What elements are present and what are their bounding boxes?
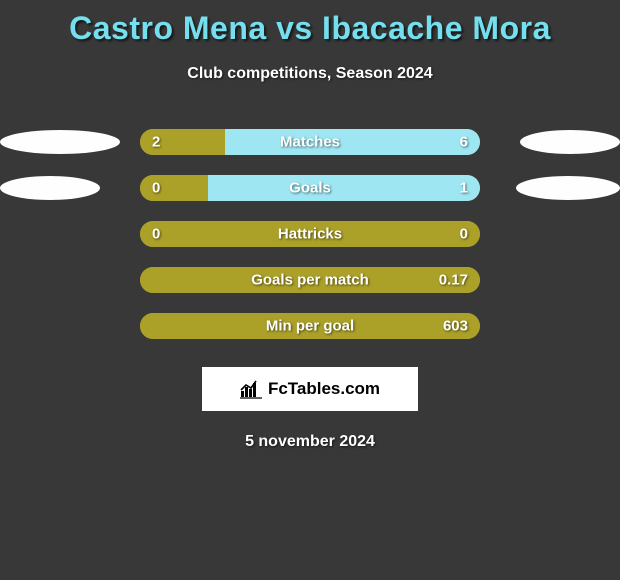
stat-value-left: 0 (152, 180, 160, 197)
player-left-icon (0, 176, 100, 200)
stat-value-right: 0 (460, 226, 468, 243)
player-right-icon (516, 176, 620, 200)
page-title: Castro Mena vs Ibacache Mora (0, 0, 620, 47)
stat-value-right: 1 (460, 180, 468, 197)
stat-value-left: 2 (152, 134, 160, 151)
bar-right-segment (225, 129, 480, 155)
page-subtitle: Club competitions, Season 2024 (0, 65, 620, 83)
bar-track: Goals per match 0.17 (140, 267, 480, 293)
stat-row: 2 Matches 6 (0, 119, 620, 165)
stat-value-left: 0 (152, 226, 160, 243)
bar-track: 0 Goals 1 (140, 175, 480, 201)
stat-value-right: 0.17 (439, 272, 468, 289)
comparison-rows: 2 Matches 6 0 Goals 1 0 Hattricks 0 (0, 119, 620, 349)
player-left-icon (0, 130, 120, 154)
stat-label: Matches (280, 134, 340, 151)
player-right-icon (520, 130, 620, 154)
date-label: 5 november 2024 (0, 433, 620, 451)
stat-label: Goals (289, 180, 331, 197)
stat-label: Goals per match (251, 272, 369, 289)
chart-bars-icon (240, 379, 262, 399)
stat-row: 0 Hattricks 0 (0, 211, 620, 257)
stat-label: Min per goal (266, 318, 354, 335)
stat-value-right: 603 (443, 318, 468, 335)
stat-row: Goals per match 0.17 (0, 257, 620, 303)
bar-right-segment (208, 175, 480, 201)
bar-track: 0 Hattricks 0 (140, 221, 480, 247)
stat-value-right: 6 (460, 134, 468, 151)
stat-row: Min per goal 603 (0, 303, 620, 349)
brand-box: FcTables.com (202, 367, 418, 411)
stat-label: Hattricks (278, 226, 342, 243)
stat-row: 0 Goals 1 (0, 165, 620, 211)
bar-track: Min per goal 603 (140, 313, 480, 339)
brand-label: FcTables.com (268, 379, 380, 399)
bar-track: 2 Matches 6 (140, 129, 480, 155)
bar-left-segment (140, 175, 208, 201)
